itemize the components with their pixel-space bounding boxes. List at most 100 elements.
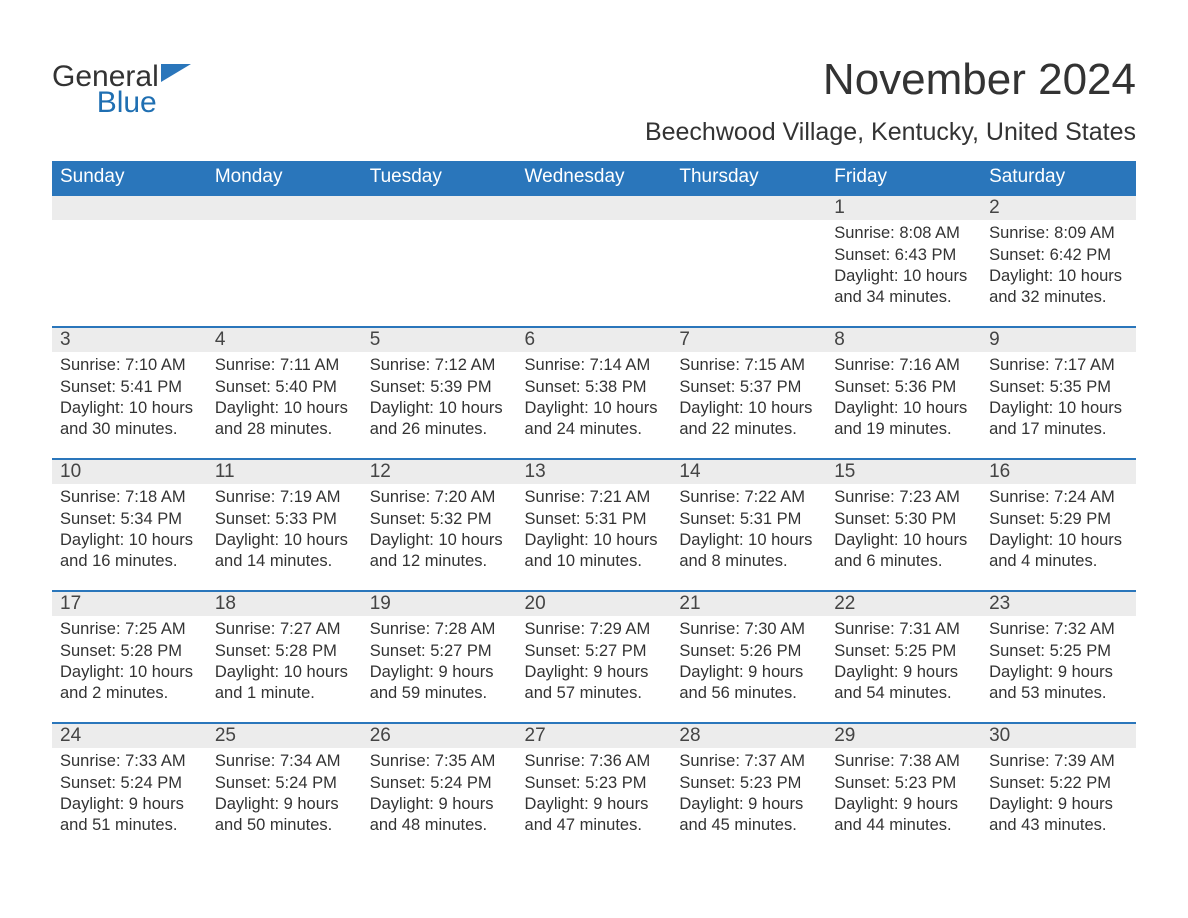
calendar-cell [671,194,826,326]
calendar-cell: 11Sunrise: 7:19 AMSunset: 5:33 PMDayligh… [207,458,362,590]
sunrise-text: Sunrise: 7:21 AM [525,487,664,508]
day-wrap: 23Sunrise: 7:32 AMSunset: 5:25 PMDayligh… [981,590,1136,709]
day-number [207,196,362,220]
day-wrap [207,194,362,226]
sunset-text: Sunset: 5:32 PM [370,509,509,530]
weekday-header: Monday [207,161,362,194]
day-number: 8 [826,328,981,352]
daylight-text: Daylight: 9 hours and 51 minutes. [60,794,199,836]
day-body: Sunrise: 7:37 AMSunset: 5:23 PMDaylight:… [671,748,826,835]
daylight-text: Daylight: 9 hours and 59 minutes. [370,662,509,704]
day-number: 22 [826,592,981,616]
day-body: Sunrise: 7:23 AMSunset: 5:30 PMDaylight:… [826,484,981,571]
calendar-cell: 14Sunrise: 7:22 AMSunset: 5:31 PMDayligh… [671,458,826,590]
day-body: Sunrise: 7:35 AMSunset: 5:24 PMDaylight:… [362,748,517,835]
calendar-cell: 26Sunrise: 7:35 AMSunset: 5:24 PMDayligh… [362,722,517,854]
day-number: 24 [52,724,207,748]
sunrise-text: Sunrise: 8:08 AM [834,223,973,244]
calendar-cell [517,194,672,326]
sunrise-text: Sunrise: 7:31 AM [834,619,973,640]
sunrise-text: Sunrise: 7:27 AM [215,619,354,640]
daylight-text: Daylight: 9 hours and 48 minutes. [370,794,509,836]
day-wrap: 17Sunrise: 7:25 AMSunset: 5:28 PMDayligh… [52,590,207,709]
daylight-text: Daylight: 9 hours and 53 minutes. [989,662,1128,704]
day-wrap: 19Sunrise: 7:28 AMSunset: 5:27 PMDayligh… [362,590,517,709]
day-wrap: 9Sunrise: 7:17 AMSunset: 5:35 PMDaylight… [981,326,1136,445]
day-number: 4 [207,328,362,352]
calendar-cell: 28Sunrise: 7:37 AMSunset: 5:23 PMDayligh… [671,722,826,854]
day-number [517,196,672,220]
daylight-text: Daylight: 9 hours and 54 minutes. [834,662,973,704]
day-number: 19 [362,592,517,616]
calendar-cell: 5Sunrise: 7:12 AMSunset: 5:39 PMDaylight… [362,326,517,458]
sunrise-text: Sunrise: 7:30 AM [679,619,818,640]
calendar-cell: 23Sunrise: 7:32 AMSunset: 5:25 PMDayligh… [981,590,1136,722]
day-body: Sunrise: 7:38 AMSunset: 5:23 PMDaylight:… [826,748,981,835]
day-body: Sunrise: 7:16 AMSunset: 5:36 PMDaylight:… [826,352,981,439]
day-number: 20 [517,592,672,616]
calendar-week: 3Sunrise: 7:10 AMSunset: 5:41 PMDaylight… [52,326,1136,458]
day-wrap: 6Sunrise: 7:14 AMSunset: 5:38 PMDaylight… [517,326,672,445]
sunset-text: Sunset: 6:42 PM [989,245,1128,266]
calendar-cell: 18Sunrise: 7:27 AMSunset: 5:28 PMDayligh… [207,590,362,722]
daylight-text: Daylight: 10 hours and 6 minutes. [834,530,973,572]
flag-icon [161,64,191,86]
day-wrap: 1Sunrise: 8:08 AMSunset: 6:43 PMDaylight… [826,194,981,313]
daylight-text: Daylight: 9 hours and 57 minutes. [525,662,664,704]
daylight-text: Daylight: 10 hours and 28 minutes. [215,398,354,440]
calendar-cell: 25Sunrise: 7:34 AMSunset: 5:24 PMDayligh… [207,722,362,854]
day-wrap: 22Sunrise: 7:31 AMSunset: 5:25 PMDayligh… [826,590,981,709]
daylight-text: Daylight: 9 hours and 47 minutes. [525,794,664,836]
daylight-text: Daylight: 10 hours and 16 minutes. [60,530,199,572]
sunrise-text: Sunrise: 7:25 AM [60,619,199,640]
day-body: Sunrise: 8:08 AMSunset: 6:43 PMDaylight:… [826,220,981,307]
page: General Blue November 2024 Beechwood Vil… [0,0,1188,894]
day-body: Sunrise: 7:19 AMSunset: 5:33 PMDaylight:… [207,484,362,571]
day-number: 29 [826,724,981,748]
calendar-head: SundayMondayTuesdayWednesdayThursdayFrid… [52,161,1136,194]
day-number [362,196,517,220]
calendar-body: 1Sunrise: 8:08 AMSunset: 6:43 PMDaylight… [52,194,1136,854]
daylight-text: Daylight: 10 hours and 12 minutes. [370,530,509,572]
daylight-text: Daylight: 9 hours and 45 minutes. [679,794,818,836]
sunset-text: Sunset: 5:39 PM [370,377,509,398]
calendar-cell: 16Sunrise: 7:24 AMSunset: 5:29 PMDayligh… [981,458,1136,590]
day-number: 11 [207,460,362,484]
sunset-text: Sunset: 5:23 PM [679,773,818,794]
day-wrap: 26Sunrise: 7:35 AMSunset: 5:24 PMDayligh… [362,722,517,841]
calendar-cell: 19Sunrise: 7:28 AMSunset: 5:27 PMDayligh… [362,590,517,722]
calendar-cell: 8Sunrise: 7:16 AMSunset: 5:36 PMDaylight… [826,326,981,458]
sunset-text: Sunset: 5:25 PM [989,641,1128,662]
daylight-text: Daylight: 9 hours and 50 minutes. [215,794,354,836]
calendar-cell: 12Sunrise: 7:20 AMSunset: 5:32 PMDayligh… [362,458,517,590]
day-body: Sunrise: 7:21 AMSunset: 5:31 PMDaylight:… [517,484,672,571]
day-body: Sunrise: 7:30 AMSunset: 5:26 PMDaylight:… [671,616,826,703]
sunrise-text: Sunrise: 7:36 AM [525,751,664,772]
day-number: 10 [52,460,207,484]
sunrise-text: Sunrise: 7:28 AM [370,619,509,640]
daylight-text: Daylight: 10 hours and 17 minutes. [989,398,1128,440]
daylight-text: Daylight: 10 hours and 1 minute. [215,662,354,704]
calendar-cell: 6Sunrise: 7:14 AMSunset: 5:38 PMDaylight… [517,326,672,458]
sunset-text: Sunset: 5:33 PM [215,509,354,530]
calendar-week: 1Sunrise: 8:08 AMSunset: 6:43 PMDaylight… [52,194,1136,326]
day-number: 18 [207,592,362,616]
day-body: Sunrise: 7:10 AMSunset: 5:41 PMDaylight:… [52,352,207,439]
daylight-text: Daylight: 10 hours and 19 minutes. [834,398,973,440]
calendar-cell: 7Sunrise: 7:15 AMSunset: 5:37 PMDaylight… [671,326,826,458]
daylight-text: Daylight: 10 hours and 26 minutes. [370,398,509,440]
day-wrap: 18Sunrise: 7:27 AMSunset: 5:28 PMDayligh… [207,590,362,709]
sunset-text: Sunset: 5:38 PM [525,377,664,398]
weekday-row: SundayMondayTuesdayWednesdayThursdayFrid… [52,161,1136,194]
day-wrap: 4Sunrise: 7:11 AMSunset: 5:40 PMDaylight… [207,326,362,445]
day-number [671,196,826,220]
calendar-cell [362,194,517,326]
calendar-cell: 27Sunrise: 7:36 AMSunset: 5:23 PMDayligh… [517,722,672,854]
sunset-text: Sunset: 5:27 PM [525,641,664,662]
day-number: 9 [981,328,1136,352]
sunset-text: Sunset: 5:24 PM [60,773,199,794]
day-number: 6 [517,328,672,352]
day-number: 7 [671,328,826,352]
day-number: 12 [362,460,517,484]
day-wrap: 15Sunrise: 7:23 AMSunset: 5:30 PMDayligh… [826,458,981,577]
